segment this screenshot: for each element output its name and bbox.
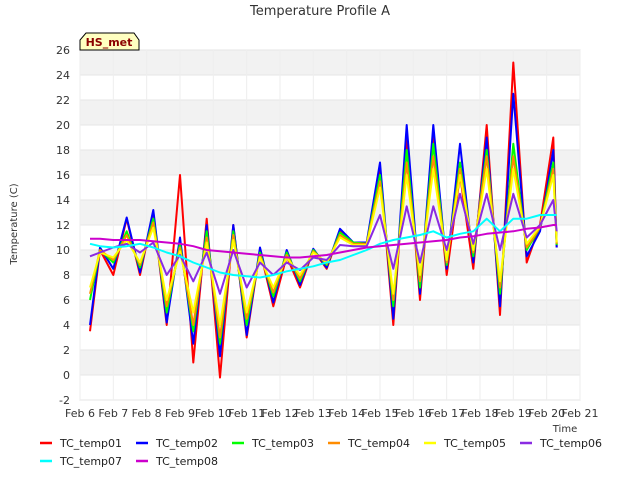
series-line-tc-temp08	[90, 224, 557, 259]
series-line-tc-temp01	[89, 61, 558, 379]
y-tick-label: 16	[56, 169, 70, 182]
hs-met-badge: HS_met	[79, 32, 140, 51]
x-tick-label: Feb 15	[362, 407, 399, 420]
y-tick-label: 18	[56, 144, 70, 157]
x-axis-label: Time	[552, 424, 577, 435]
series-line-tc-temp03	[89, 142, 558, 345]
x-tick-label: Feb 8	[132, 407, 162, 420]
series-line-tc-temp02	[89, 92, 558, 358]
grid-band	[80, 350, 580, 375]
legend: TC_temp01 TC_temp02 TC_temp03 TC_temp04 TC_t…	[40, 437, 602, 468]
y-tick-label: 24	[56, 69, 70, 82]
x-tick-label: Feb 17	[428, 407, 465, 420]
x-tick-label: Feb 12	[262, 407, 299, 420]
series-line-tc-temp04	[89, 155, 558, 339]
legend-item-tc-temp06: TC_temp06	[520, 437, 602, 450]
x-tick-label: Feb 13	[295, 407, 332, 420]
legend-item-tc-temp07: TC_temp07	[40, 455, 122, 468]
y-tick-label: 20	[56, 119, 70, 132]
legend-label: TC_temp03	[251, 437, 314, 450]
x-tick-label: Feb 10	[195, 407, 232, 420]
legend-label: TC_temp08	[155, 455, 218, 468]
grid-band	[80, 150, 580, 175]
x-tick-label: Feb 21	[562, 407, 599, 420]
x-tick-label: Feb 7	[98, 407, 128, 420]
chart-title: Temperature Profile A	[249, 4, 390, 19]
y-tick-label: 2	[63, 344, 70, 357]
y-tick-label: 14	[56, 194, 70, 207]
series-line-tc-temp06	[89, 192, 558, 295]
y-tick-label: 0	[63, 369, 70, 382]
legend-item-tc-temp04: TC_temp04	[328, 437, 410, 450]
y-tick-label: 6	[63, 294, 70, 307]
y-axis-label: Temperature (C)	[9, 183, 20, 265]
legend-label: TC_temp02	[155, 437, 218, 450]
x-tick-label: Feb 16	[395, 407, 432, 420]
badge-label: HS_met	[86, 36, 133, 49]
x-tick-label: Feb 18	[462, 407, 499, 420]
legend-label: TC_temp04	[347, 437, 410, 450]
legend-label: TC_temp06	[539, 437, 602, 450]
x-tick-label: Feb 20	[528, 407, 565, 420]
x-tick-label: Feb 11	[228, 407, 265, 420]
legend-item-tc-temp08: TC_temp08	[136, 455, 218, 468]
legend-label: TC_temp01	[59, 437, 122, 450]
series-lines	[89, 61, 558, 379]
x-tick-label: Feb 6	[65, 407, 95, 420]
grid-band	[80, 300, 580, 325]
y-tick-label: 8	[63, 269, 70, 282]
x-tick-label: Feb 14	[328, 407, 365, 420]
x-tick-label: Feb 9	[165, 407, 195, 420]
legend-item-tc-temp02: TC_temp02	[136, 437, 218, 450]
grid	[79, 49, 581, 401]
y-tick-label: 22	[56, 94, 70, 107]
y-tick-label: 26	[56, 44, 70, 57]
legend-item-tc-temp01: TC_temp01	[40, 437, 122, 450]
y-tick-label: 4	[63, 319, 70, 332]
grid-band	[80, 100, 580, 125]
legend-label: TC_temp05	[443, 437, 506, 450]
legend-item-tc-temp03: TC_temp03	[232, 437, 314, 450]
legend-item-tc-temp05: TC_temp05	[424, 437, 506, 450]
y-tick-label: -2	[59, 394, 70, 407]
grid-band	[80, 50, 580, 75]
y-tick-label: 12	[56, 219, 70, 232]
y-tick-label: 10	[56, 244, 70, 257]
legend-label: TC_temp07	[59, 455, 122, 468]
series-line-tc-temp07	[89, 214, 557, 279]
x-tick-label: Feb 19	[495, 407, 532, 420]
grid-band	[80, 200, 580, 225]
